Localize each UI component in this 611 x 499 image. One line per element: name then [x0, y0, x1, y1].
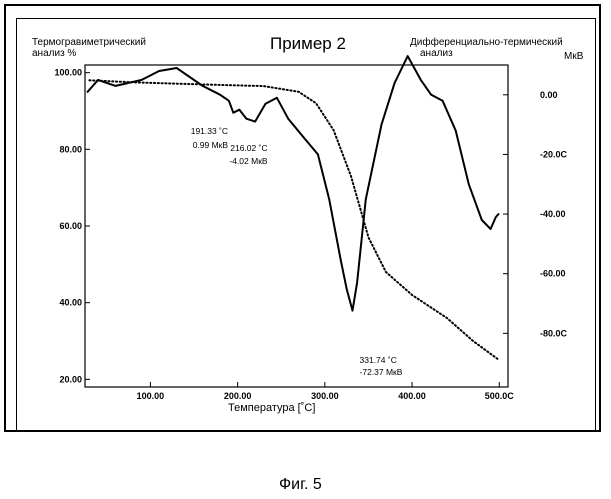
tg-series-line — [89, 80, 499, 360]
y-right-tick-label: -20.0C — [540, 149, 568, 159]
figure-caption: Фиг. 5 — [279, 476, 322, 494]
y-right-tick-label: 0.00 — [540, 90, 558, 100]
x-tick-label: 500.0C — [485, 391, 515, 401]
peak-annotation-temp: 191.33 ˚C — [191, 126, 228, 136]
peak-annotation-temp: 216.02 ˚C — [230, 143, 267, 153]
y-left-tick-label: 20.00 — [59, 374, 82, 384]
x-tick-label: 200.00 — [224, 391, 252, 401]
y-left-tick-label: 100.00 — [54, 68, 82, 78]
x-tick-label: 400.00 — [398, 391, 426, 401]
y-right-tick-label: -80.0C — [540, 328, 568, 338]
dta-tg-chart: 100.00 200.00 300.00 400.00 500.0C 100.00 80.0… — [0, 0, 611, 499]
dta-series-line — [88, 56, 499, 311]
x-axis-label: Температура [˚C] — [228, 402, 315, 414]
peak-annotation-temp: 331.74 ˚C — [360, 355, 397, 365]
y-left-tick-label: 60.00 — [59, 221, 82, 231]
y-left-tick-label: 40.00 — [59, 298, 82, 308]
peak-annotation-value: -72.37 МкВ — [360, 367, 403, 377]
y-right-tick-label: -60.00 — [540, 269, 566, 279]
x-tick-label: 100.00 — [137, 391, 165, 401]
peak-annotation-value: -4.02 МкВ — [229, 156, 268, 166]
peak-annotation-value: 0.99 МкВ — [193, 140, 229, 150]
x-tick-label: 300.00 — [311, 391, 339, 401]
plot-area — [85, 65, 508, 387]
y-right-tick-label: -40.00 — [540, 209, 566, 219]
y-left-tick-label: 80.00 — [59, 144, 82, 154]
